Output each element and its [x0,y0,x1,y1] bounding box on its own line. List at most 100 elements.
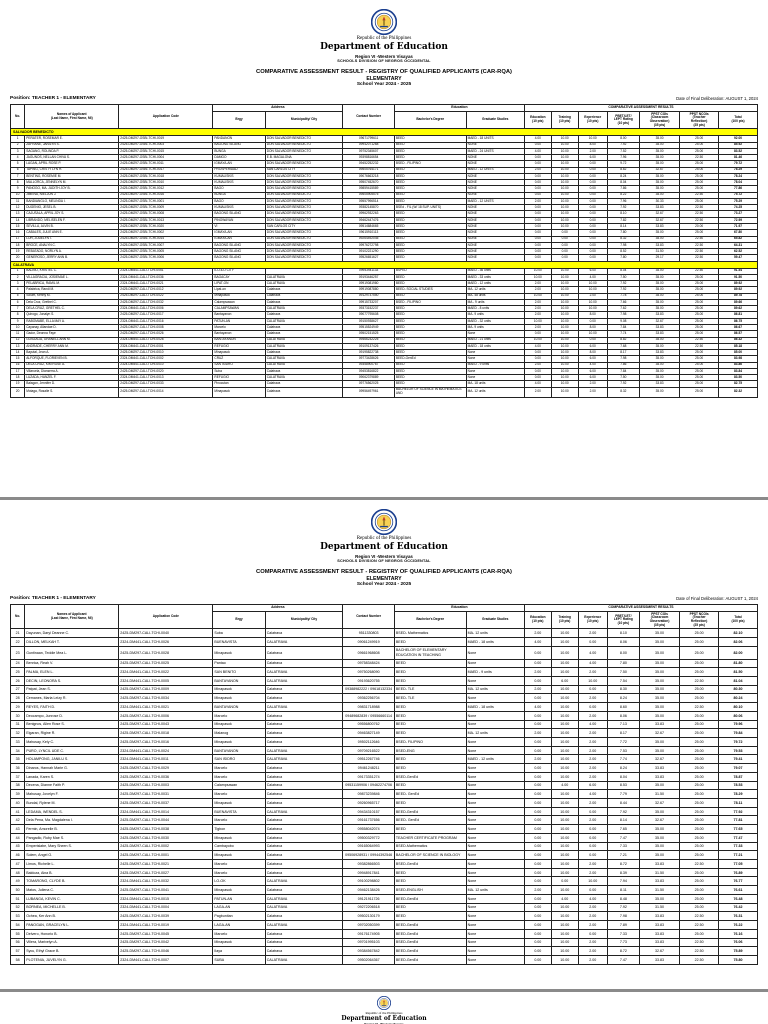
col-pbet-let-rating: 7.50 [606,667,640,677]
col-experience-pts: 2.00 [577,911,608,922]
col-name: PLOTENIA, JUVELYN G. [24,954,120,965]
col-name: Dela Pena, Ma. Magdalena I. [24,815,120,826]
col-city: DON SALVADOR BENEDICTO [264,216,344,224]
col-name: TOMARONG, CLYDE B. [24,876,120,887]
col-total: 76.77 [718,876,758,887]
col-city: Calatrava [264,728,344,738]
republic-line: Republic of the Philippines [356,536,412,541]
col-training-pts: 10.00 [550,789,579,799]
col-city: Calatrava [264,841,344,852]
col-total: 78.53 [718,780,758,791]
meta-row: Position: TEACHER 1 - ELEMENTARY Date of… [0,96,768,101]
applicant-row: 54 PANOGAN, GRACELYN L. 2324-DM441-CALI-TC… [9,920,758,930]
col-application-code: 2425-DM297-CALI-TCHI-0040 [118,628,214,638]
th-grad: Graduate Studies [465,610,525,630]
col-city: Calatrava [264,867,344,878]
col-no: 52 [9,902,26,913]
col-total: 80.06 [718,710,758,721]
col-experience-pts: 2.00 [577,902,608,913]
col-name: PANOGAN, GRACELYN L. [24,920,120,930]
applicant-row: 2 ZAFRANE, JANILYN S. 2425-DM297-OSBI-TCHI… [9,141,758,149]
applicant-row: 8 Quirogo, Junalyn S. 2425-DM297-CALI-TCHI… [9,311,758,319]
col-name: Lanada, Karen S. [24,771,120,782]
col-ppst-coi: 35.00 [638,745,681,756]
applicant-row: 21 Dayunan, Daryl Deanne C. 2425-DM297-CAL… [9,628,758,638]
col-pbet-let-rating: 8.53 [606,780,640,791]
col-graduate-studies: None [465,937,525,948]
col-graduate-studies: None [465,946,525,956]
col-city: Calatrava [264,815,344,826]
th-score-education: Education (10 pts) [523,110,552,130]
col-city: CALATRAVA [264,954,344,965]
col-no: 53 [9,911,26,922]
col-total: 79.96 [718,719,758,730]
col-ppst-coi: 35.00 [638,675,681,686]
col-brgy: IGMAYA-AN [212,235,266,243]
col-application-code: 2425-DM297-CALI-TCHI-0044 [118,815,214,826]
applicant-row: 25 PALMA, ELEN L. 2324-DM441-CALI-TCHI-002… [9,667,758,677]
col-pbet-let-rating: 8.72 [606,859,640,869]
col-name: Benrica, Reah V. [24,658,120,669]
col-city: DON SALVADOR BENEDICTO [264,248,344,256]
col-brgy: Minapasok [212,798,266,808]
col-no: 36 [9,763,26,773]
col-bachelors-degree: BSED-GenEd [393,771,467,782]
col-name: Cemanes, Maria Leizy R. [24,693,120,704]
col-name: Elgaran, Rigine R. [24,728,120,738]
municipality-section-label: SALVADOR BENEDICTO [10,128,758,137]
col-brgy: Minapasok [212,885,266,895]
applicant-row: 8 MALLORCA, JENNELYN M. 2425-DM297-OSBI-TC… [9,179,758,187]
col-training-pts: 10.00 [550,920,579,930]
document-subtitle: ELEMENTARY [366,75,402,82]
col-no: 58 [9,954,26,965]
col-no: 21 [9,628,26,638]
col-graduate-studies: NONE [465,254,525,262]
col-no: 44 [9,832,26,843]
col-ppst-ncoi: 25.00 [679,763,720,773]
col-city: DON SALVADOR BENEDICTO [264,172,344,181]
col-no: 23 [9,645,26,660]
col-application-code: 2425-DM297-CALI-TCHI-0030 [118,832,214,843]
col-city: DON SALVADOR BENEDICTO [264,210,344,218]
col-city: Calatrava [264,693,344,704]
col-no: 19 [9,380,26,388]
municipality-section-label: CALATRAVA [10,260,758,269]
col-total: 80.30 [718,684,758,695]
col-education-pts: 0.00 [523,928,552,939]
col-bachelors-degree: BSED-ENG [393,745,467,756]
applicant-row: 32 Elgaran, Rigine R. 2425-DM297-CALI-TCHI… [9,728,758,738]
col-graduate-studies: NONE [465,191,525,199]
col-total: 77.33 [718,841,758,852]
col-city: DON SALVADOR BENEDICTO [264,229,344,237]
col-no: 19 [9,248,26,256]
col-city: DON SALVADOR BENEDICTO [264,141,344,149]
col-bachelors-degree: BEED [393,675,467,686]
col-application-code: 2425-DM297-CALI-TCHI-0006 [118,710,214,721]
th-city: Municipality/ City [264,610,344,630]
col-no: 11 [9,197,26,206]
col-total: 79.72 [718,160,758,168]
col-education-pts: 0.00 [523,658,552,669]
col-name: PALMA, ELEN L. [24,667,120,677]
col-name: Limos, Richelle L. [24,859,120,869]
col-training-pts: 10.00 [550,954,579,965]
col-no: 28 [9,693,26,704]
col-total: 75.29 [718,197,758,206]
applicant-row: 33 Mahusay, Kely C. 2425-DM297-CALI-TCHI-0… [9,737,758,747]
col-application-code: 2324-DM441-CALI-TCHI-0032 [118,876,214,887]
col-brgy: Minapasok [212,850,266,861]
col-ppst-ncoi: 25.00 [679,928,720,939]
col-graduate-studies: None [465,841,525,852]
applicant-row: 5 LAGAN, APRIL ROSE P. 2425-DM297-OSBI-TCH… [9,160,758,168]
col-application-code: 2425-DM297-CALI-TCHI-0031 [118,789,214,799]
col-no: 32 [9,728,26,738]
col-graduate-studies: MAED - 18 UNITS [465,135,525,143]
col-total: 77.65 [718,824,758,834]
col-graduate-studies: NONE [465,204,525,212]
col-brgy: KUMALISKIS [212,179,266,187]
col-ppst-ncoi: 25.00 [679,628,720,638]
col-total: 78.11 [718,798,758,808]
col-brgy: Pinocutan [212,380,266,388]
col-name: Solem, Angel O. [24,850,120,861]
col-name: Sycu, Ethyl Grace B. [24,946,120,956]
